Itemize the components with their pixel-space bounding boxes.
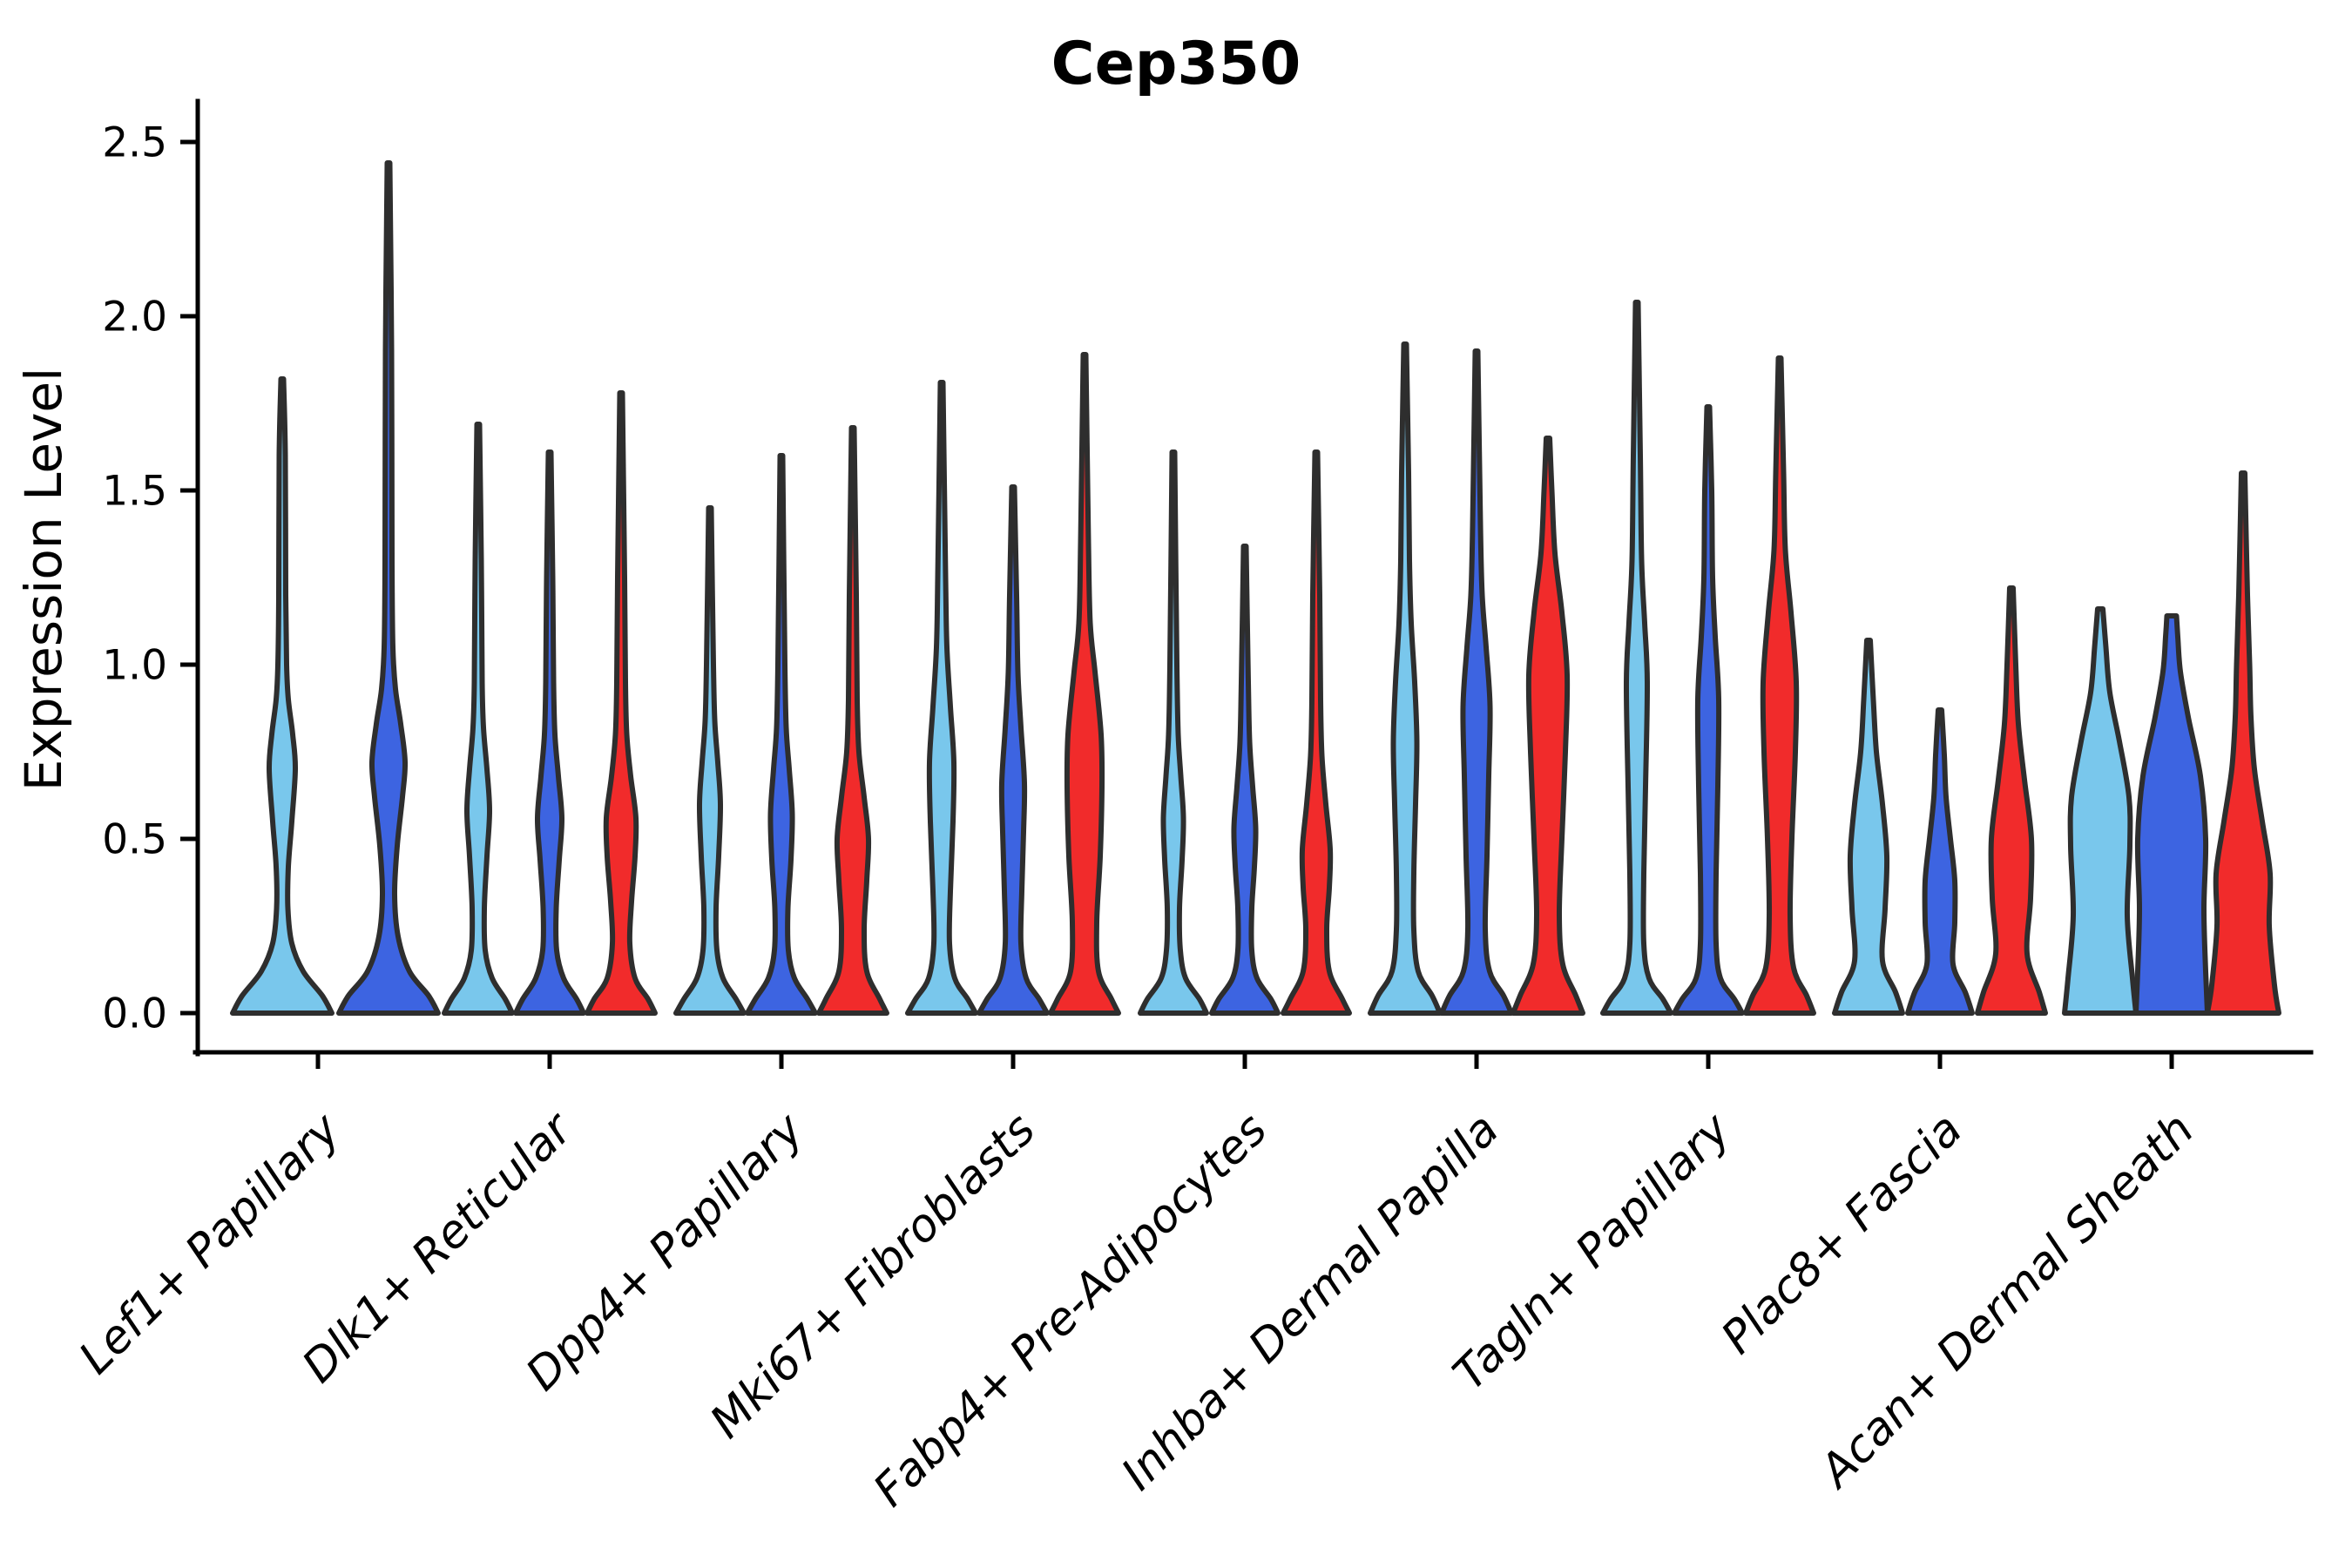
violin-light_blue: [230, 376, 335, 1016]
violin-light_blue: [442, 422, 515, 1016]
x-tick-label: Inhba+ Dermal Papilla: [1112, 1104, 1509, 1501]
violin-red: [1743, 355, 1816, 1016]
violin-series-group: [230, 160, 2281, 1016]
violin-light_blue: [673, 505, 747, 1016]
violin-red: [816, 425, 889, 1016]
y-tick-label: 0.0: [102, 990, 167, 1037]
violin-dark_blue: [1672, 404, 1745, 1016]
violin-dark_blue: [1439, 348, 1514, 1016]
y-tick-label: 2.0: [102, 293, 167, 341]
violin-light_blue: [1832, 638, 1905, 1016]
violin-red: [2205, 470, 2281, 1016]
y-tick-label: 1.5: [102, 467, 167, 515]
chart-title: Cep350: [1051, 30, 1301, 98]
y-axis-label: Expression Level: [14, 368, 73, 791]
violin-light_blue: [2062, 606, 2139, 1016]
violin-red: [1048, 352, 1121, 1016]
violin-light_blue: [1600, 300, 1673, 1016]
y-tick-label: 0.5: [102, 815, 167, 863]
violin-dark_blue: [2133, 613, 2210, 1016]
x-tick-label: Plac8+ Fascia: [1712, 1104, 1972, 1364]
x-tick-label: Acan+ Dermal Sheath: [1808, 1104, 2204, 1499]
violin-light_blue: [905, 380, 978, 1016]
violin-dark_blue: [513, 449, 586, 1016]
violin-dark_blue: [1209, 544, 1281, 1016]
violin-red: [585, 390, 658, 1016]
violin-dark_blue: [1905, 707, 1975, 1016]
y-axis-ticks: 0.0 0.5 1.0 1.5 2.0 2.5: [102, 118, 198, 1037]
y-tick-label: 2.5: [102, 118, 167, 166]
violin-light_blue: [1138, 449, 1209, 1016]
violin-red: [1511, 436, 1585, 1016]
violin-dark_blue: [977, 484, 1050, 1016]
violin-dark_blue: [336, 160, 441, 1016]
violin-red: [1281, 449, 1352, 1016]
y-tick-label: 1.0: [102, 641, 167, 689]
x-tick-label: Fabp4+ Pre-Adipocytes: [864, 1104, 1278, 1517]
violin-dark_blue: [745, 453, 818, 1016]
violin-red: [1975, 585, 2048, 1016]
violin-light_blue: [1368, 341, 1443, 1016]
